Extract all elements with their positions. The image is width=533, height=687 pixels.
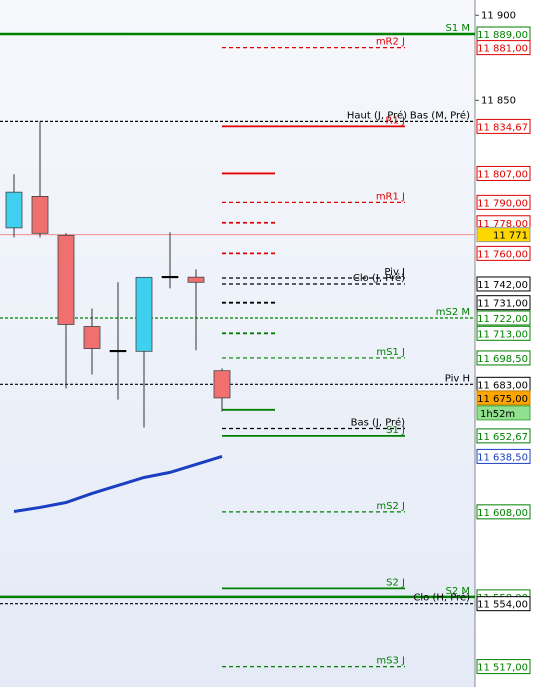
- price-box: [476, 118, 531, 134]
- moving-average: [13, 454, 223, 513]
- candle-body: [109, 350, 127, 353]
- countdown-box: [476, 405, 531, 421]
- candle-body: [213, 370, 231, 399]
- level-label: mS3 J: [376, 656, 405, 667]
- level-label: S1 M: [445, 23, 470, 34]
- candle-body: [161, 276, 179, 279]
- candle-body: [83, 326, 101, 350]
- price-box: [476, 276, 531, 292]
- price-box: [476, 227, 531, 243]
- level-label: S2 J: [386, 577, 405, 588]
- price-box-label: 11 554,00: [477, 600, 528, 611]
- price-box: [476, 659, 531, 675]
- level-label: Haut (J, Pré): [347, 109, 407, 121]
- price-box-label: 11 807,00: [477, 169, 528, 180]
- level-label: Piv H: [445, 373, 470, 384]
- price-box: [476, 165, 531, 181]
- candle-body: [135, 276, 153, 352]
- price-box-label: 11 608,00: [477, 508, 528, 519]
- price-box-label: 11 760,00: [477, 249, 528, 260]
- price-box-label: 11 731,00: [477, 299, 528, 310]
- level-label: S1 J: [386, 425, 405, 436]
- level-label: R1 J: [386, 115, 405, 126]
- price-box-label: 11 638,50: [477, 452, 528, 463]
- y-tick-label: 11 900: [481, 10, 516, 21]
- price-box: [476, 448, 531, 464]
- price-box: [476, 295, 531, 311]
- candle-body: [31, 196, 49, 234]
- price-box-label: 11 790,00: [477, 198, 528, 209]
- price-box-label: 11 517,00: [477, 663, 528, 674]
- price-box: [476, 504, 531, 520]
- price-box-label: 11 778,00: [477, 219, 528, 230]
- candle-body: [57, 234, 75, 325]
- price-box-label: 11 881,00: [477, 44, 528, 55]
- price-box-label: 11 722,00: [477, 314, 528, 325]
- level-label: mS2 J: [376, 501, 405, 512]
- price-box-label: 11 652,67: [477, 432, 528, 443]
- candle-body: [5, 191, 23, 229]
- level-label: Bas (M, Pré): [410, 109, 470, 121]
- axis-background: [475, 0, 533, 687]
- price-box: [476, 40, 531, 56]
- level-label: Bas (J, Pré): [351, 417, 405, 429]
- candle-body: [187, 276, 205, 283]
- price-box-label: 11 771: [493, 231, 528, 242]
- y-tick-label: 11 850: [481, 95, 516, 106]
- level-label: mS2 M: [436, 307, 470, 318]
- price-box-label: 11 834,67: [477, 122, 528, 133]
- countdown: 1h52m: [480, 409, 515, 420]
- level-label: mR2 J: [376, 37, 405, 48]
- price-box-label: 11 742,00: [477, 280, 528, 291]
- plot-background: [0, 0, 475, 687]
- price-box-label: 11 889,00: [477, 30, 528, 41]
- level-label: Clo (J, Pré): [353, 272, 405, 284]
- price-box: [476, 350, 531, 366]
- level-label: Piv J: [384, 267, 405, 278]
- level-label: mR1 J: [376, 191, 405, 202]
- price-box-label: 11 713,00: [477, 329, 528, 340]
- price-box: [476, 596, 531, 612]
- level-label: Clo (H, Pré): [413, 592, 470, 604]
- price-box: [476, 310, 531, 326]
- price-box: [476, 390, 531, 406]
- price-box: [476, 194, 531, 210]
- level-label: S2 M: [445, 586, 470, 597]
- price-box: [476, 325, 531, 341]
- price-box: [476, 428, 531, 444]
- price-box: [476, 245, 531, 261]
- price-box-label: 11 683,00: [477, 380, 528, 391]
- price-box-label: 11 675,00: [477, 394, 528, 405]
- price-box-label: 11 698,50: [477, 354, 528, 365]
- level-label: mS1 J: [376, 347, 405, 358]
